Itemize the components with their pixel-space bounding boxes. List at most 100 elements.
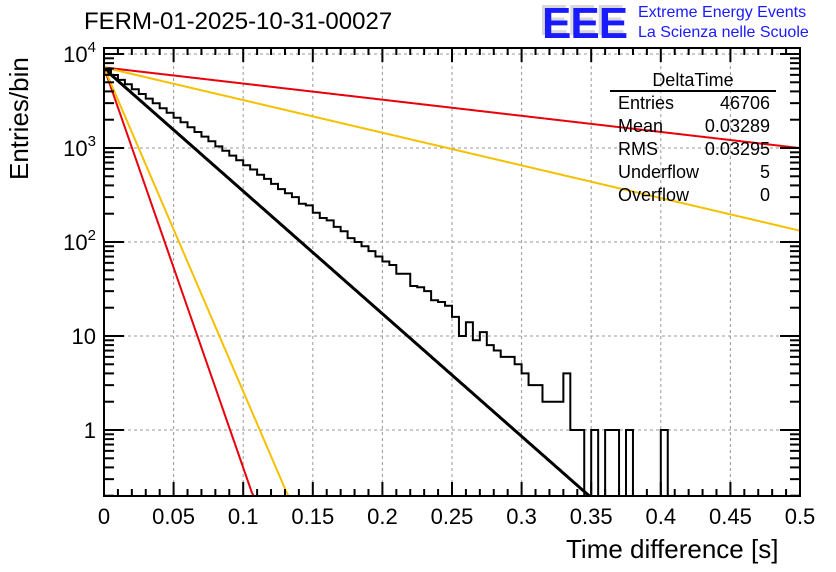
histogram-bin bbox=[299, 204, 306, 496]
histogram-bin bbox=[591, 430, 598, 496]
x-axis-label: Time difference [s] bbox=[566, 534, 779, 564]
histogram-bin bbox=[243, 165, 250, 496]
histogram-outline bbox=[104, 69, 800, 497]
histogram-bin bbox=[661, 430, 668, 496]
histogram-bin bbox=[438, 302, 445, 496]
x-tick-label: 0.2 bbox=[367, 504, 398, 529]
stats-label: RMS bbox=[618, 139, 658, 159]
histogram-bin bbox=[362, 246, 369, 496]
histogram-bin bbox=[375, 257, 382, 496]
x-tick-label: 0.05 bbox=[152, 504, 195, 529]
y-tick-label: 104 bbox=[63, 39, 96, 67]
histogram-bin bbox=[473, 340, 480, 496]
histogram-bin bbox=[285, 193, 292, 496]
stats-row-overflow: Overflow 0 bbox=[610, 184, 776, 207]
histogram-bin bbox=[487, 345, 494, 496]
y-tick-label: 103 bbox=[63, 133, 96, 161]
x-tick-label: 0.4 bbox=[646, 504, 677, 529]
histogram-bin bbox=[215, 146, 222, 496]
stats-title: DeltaTime bbox=[610, 70, 776, 92]
histogram-bin bbox=[250, 170, 257, 496]
histogram-bin bbox=[194, 132, 201, 496]
x-tick-label: 0 bbox=[98, 504, 110, 529]
x-tick-label: 0.3 bbox=[506, 504, 537, 529]
histogram-bin bbox=[111, 75, 118, 496]
histogram-bin bbox=[612, 430, 619, 496]
histogram-bin bbox=[201, 137, 208, 496]
y-axis-label: Entries/bin bbox=[4, 57, 34, 180]
histogram-bin bbox=[257, 175, 264, 496]
x-tick-label: 0.45 bbox=[709, 504, 752, 529]
histogram-bin bbox=[174, 118, 181, 496]
stats-box: DeltaTime Entries 46706 Mean 0.03289 RMS 0.… bbox=[610, 70, 776, 207]
histogram-bin bbox=[459, 336, 466, 496]
histogram-bin bbox=[153, 103, 160, 496]
histogram-bin bbox=[549, 402, 556, 496]
histogram-bin bbox=[494, 351, 501, 496]
histogram-bin bbox=[389, 265, 396, 496]
histogram-bin bbox=[368, 251, 375, 496]
stats-row-entries: Entries 46706 bbox=[610, 92, 776, 115]
histogram-bin bbox=[271, 184, 278, 496]
logo-line1: Extreme Energy Events bbox=[638, 4, 807, 21]
stats-label: Overflow bbox=[618, 185, 690, 205]
histogram-bin bbox=[431, 300, 438, 496]
histogram-bin bbox=[410, 286, 417, 496]
stats-label: Entries bbox=[618, 93, 675, 113]
histogram-bin bbox=[327, 220, 334, 496]
histogram-bin bbox=[605, 430, 612, 496]
stats-row-mean: Mean 0.03289 bbox=[610, 115, 776, 138]
histogram-bin bbox=[222, 151, 229, 496]
stats-value: 46706 bbox=[719, 93, 770, 113]
fit-curve-fit bbox=[103, 67, 591, 497]
histogram-bin bbox=[452, 317, 459, 496]
histogram-bin bbox=[536, 385, 543, 496]
chart-title: FERM-01-2025-10-31-00027 bbox=[84, 8, 393, 35]
histogram-bin bbox=[542, 402, 549, 496]
histogram-bin bbox=[626, 430, 633, 496]
x-tick-label: 0.15 bbox=[291, 504, 334, 529]
stats-label: Mean bbox=[618, 116, 664, 136]
x-tick-label: 0.1 bbox=[228, 504, 259, 529]
x-tick-labels: 0 0.05 0.1 0.15 0.2 0.25 0.3 0.35 0.4 0.45 0.5 bbox=[98, 504, 815, 529]
histogram-bin bbox=[396, 274, 403, 496]
y-tick-label: 102 bbox=[63, 227, 96, 255]
stats-row-underflow: Underflow 5 bbox=[610, 161, 776, 184]
histogram-bars bbox=[104, 69, 800, 497]
histogram-bin bbox=[236, 160, 243, 496]
histogram-bin bbox=[348, 238, 355, 496]
stats-label: Underflow bbox=[618, 162, 700, 182]
histogram-bin bbox=[278, 189, 285, 496]
histogram-bin bbox=[501, 357, 508, 496]
logo-line2: La Scienza nelle Scuole bbox=[638, 24, 809, 41]
histogram-bin bbox=[104, 70, 111, 496]
histogram-bin bbox=[556, 402, 563, 496]
histogram-bin bbox=[445, 306, 452, 496]
histogram-bin bbox=[529, 385, 536, 496]
histogram-bin bbox=[167, 113, 174, 496]
y-tick-label: 10 bbox=[72, 324, 96, 349]
x-tick-label: 0.25 bbox=[431, 504, 474, 529]
histogram-bin bbox=[382, 262, 389, 496]
axes-frame bbox=[103, 47, 801, 497]
fit-curve-yellow-fast bbox=[103, 67, 290, 497]
stats-row-rms: RMS 0.03295 bbox=[610, 138, 776, 161]
histogram-bin bbox=[341, 231, 348, 496]
histogram-bin bbox=[522, 373, 529, 496]
histogram-bin bbox=[424, 291, 431, 496]
histogram-bin bbox=[466, 322, 473, 496]
stats-value: 0.03289 bbox=[704, 116, 770, 136]
histogram-bin bbox=[181, 122, 188, 496]
x-tick-label: 0.5 bbox=[785, 504, 816, 529]
stats-value: 0 bbox=[759, 185, 770, 205]
fit-curve-yellow-slow bbox=[103, 66, 801, 232]
fit-curve-red-slow bbox=[103, 66, 801, 150]
logo-mark: EEE bbox=[542, 0, 628, 48]
stats-value: 5 bbox=[759, 162, 770, 182]
histogram-bin bbox=[355, 242, 362, 496]
fit-curve-red-fast bbox=[103, 67, 255, 497]
fit-curves bbox=[103, 66, 801, 497]
histogram-bin bbox=[160, 108, 167, 496]
